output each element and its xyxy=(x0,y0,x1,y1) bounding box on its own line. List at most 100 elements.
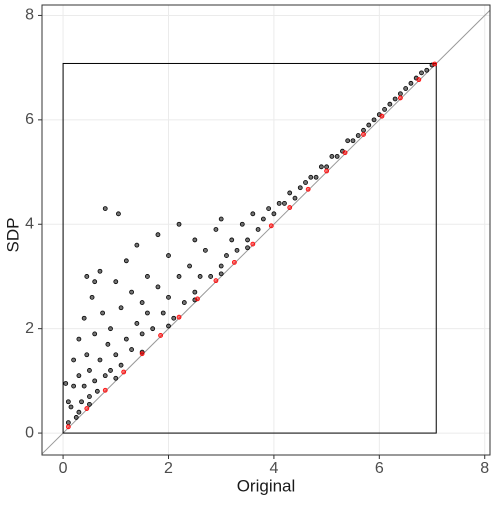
point xyxy=(392,96,398,102)
point xyxy=(87,401,92,407)
point xyxy=(432,61,438,67)
point xyxy=(350,138,356,144)
point xyxy=(65,420,71,426)
point xyxy=(81,315,87,321)
point xyxy=(105,341,111,347)
point xyxy=(250,241,256,247)
point xyxy=(89,294,95,300)
point xyxy=(318,164,324,170)
point xyxy=(166,294,171,300)
point xyxy=(387,101,393,107)
point xyxy=(166,323,171,329)
point xyxy=(231,259,237,265)
point xyxy=(187,263,192,269)
point xyxy=(150,326,156,332)
point xyxy=(76,336,82,342)
point xyxy=(366,122,372,128)
point xyxy=(355,133,361,138)
point xyxy=(342,150,348,156)
point xyxy=(81,383,87,389)
point xyxy=(113,375,119,381)
point xyxy=(139,300,145,305)
point xyxy=(297,185,303,191)
x-tick-label: 6 xyxy=(375,460,384,477)
point xyxy=(276,200,282,206)
point xyxy=(102,373,108,379)
x-axis-title: Original xyxy=(237,476,296,495)
point xyxy=(79,399,84,405)
point xyxy=(87,394,92,399)
point xyxy=(229,237,235,243)
point xyxy=(63,381,69,386)
point xyxy=(208,274,214,279)
point xyxy=(408,80,414,86)
point xyxy=(92,331,98,337)
point xyxy=(94,388,100,394)
point xyxy=(424,67,430,73)
point xyxy=(166,253,171,258)
point xyxy=(65,424,71,430)
point xyxy=(76,373,82,379)
point xyxy=(292,195,298,201)
point xyxy=(92,279,98,285)
point xyxy=(84,274,90,279)
point xyxy=(371,117,377,123)
x-tick-label: 8 xyxy=(480,460,489,477)
point xyxy=(218,216,224,222)
point xyxy=(92,378,98,384)
point xyxy=(419,70,424,76)
point xyxy=(176,314,182,320)
point xyxy=(218,271,224,277)
reference-box xyxy=(62,62,437,434)
panel-border xyxy=(41,4,491,456)
point xyxy=(155,284,161,290)
point xyxy=(324,164,330,170)
point xyxy=(213,278,219,284)
point xyxy=(134,321,140,326)
point xyxy=(361,132,366,137)
x-tick-label: 4 xyxy=(269,460,278,477)
point xyxy=(287,190,293,196)
point xyxy=(334,153,340,159)
y-tick-label: 2 xyxy=(25,320,34,337)
point xyxy=(97,357,103,363)
point xyxy=(139,351,145,357)
point xyxy=(195,296,200,302)
point xyxy=(324,168,330,174)
point xyxy=(97,268,103,274)
point xyxy=(129,347,135,352)
point xyxy=(171,315,177,321)
point xyxy=(181,300,187,305)
point xyxy=(102,387,108,393)
y-tick-label: 4 xyxy=(25,215,34,232)
point xyxy=(113,352,119,358)
point xyxy=(108,326,113,332)
point xyxy=(192,289,198,295)
point xyxy=(129,289,135,295)
x-tick-label: 0 xyxy=(59,460,68,477)
point xyxy=(329,153,335,159)
point xyxy=(176,274,182,279)
point xyxy=(176,221,182,227)
point xyxy=(361,127,366,133)
point xyxy=(87,368,92,373)
point xyxy=(218,263,224,269)
y-tick-label: 6 xyxy=(25,111,34,128)
point xyxy=(123,258,129,264)
point xyxy=(134,242,140,248)
point xyxy=(224,253,229,258)
point xyxy=(379,113,385,119)
point xyxy=(158,333,163,338)
point xyxy=(84,352,90,358)
point xyxy=(118,305,124,311)
point xyxy=(255,227,261,232)
point xyxy=(250,211,256,217)
point xyxy=(382,107,387,112)
point xyxy=(305,186,311,192)
point xyxy=(282,200,287,206)
point xyxy=(397,95,403,101)
point xyxy=(139,331,145,337)
point xyxy=(155,232,161,238)
point xyxy=(113,279,119,285)
point xyxy=(108,368,113,373)
